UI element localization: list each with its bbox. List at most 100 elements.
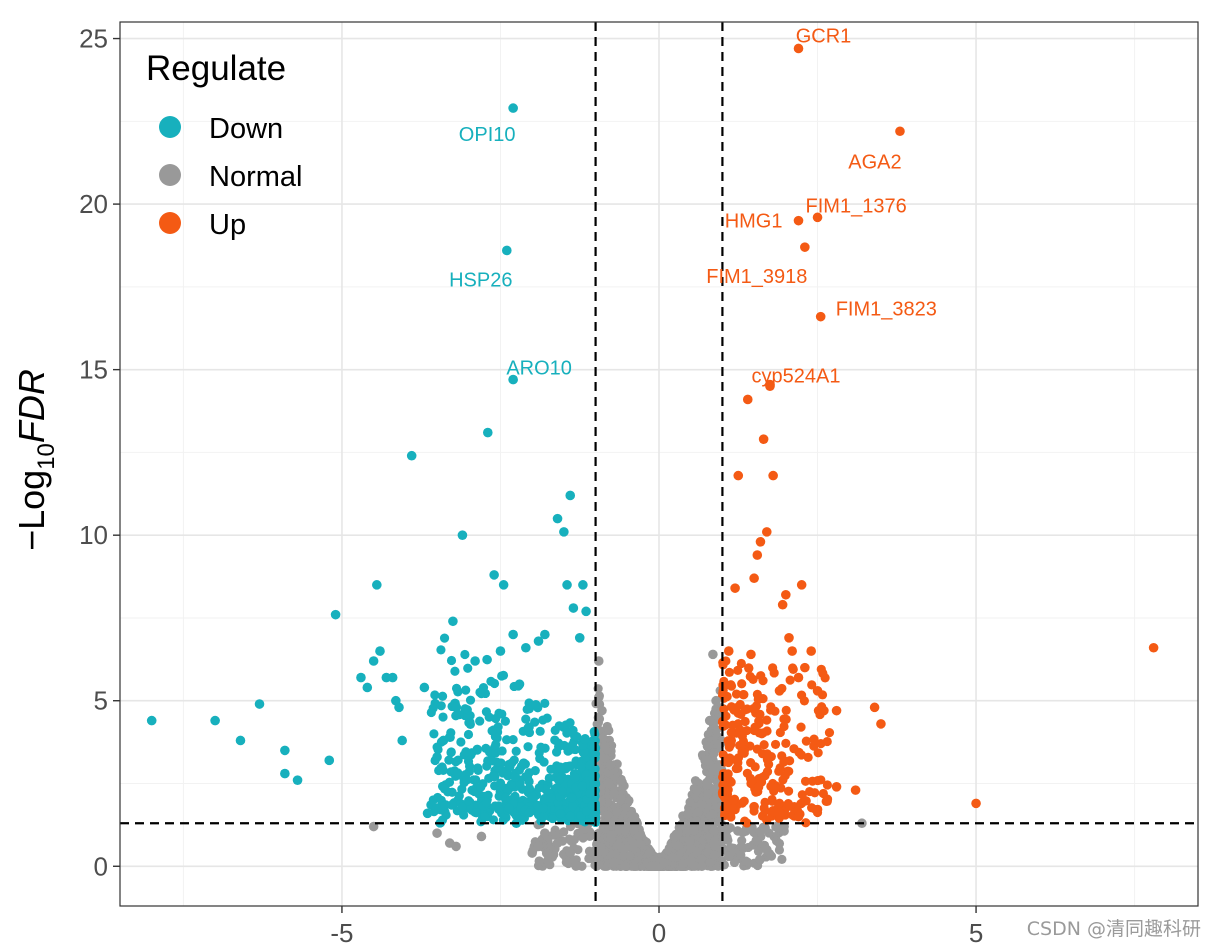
point-down [473,763,483,773]
point-up [738,736,749,746]
annotated-point [765,379,775,390]
point-normal [725,842,736,853]
point-up [1148,642,1159,653]
point-down [356,672,366,683]
gene-label: HMG1 [725,211,783,233]
point-normal [646,861,656,871]
point-up [807,680,817,690]
point-normal [753,846,764,856]
point-down [524,722,534,733]
point-down [521,714,531,724]
point-up [737,679,747,689]
point-down [439,784,450,794]
point-down [555,809,566,819]
gene-label: AGA2 [848,151,901,173]
point-up [813,748,823,758]
point-up [831,705,842,716]
point-normal [760,824,770,834]
point-up [742,818,752,828]
point-down [461,685,471,695]
point-normal [709,850,720,860]
point-up [781,589,791,600]
point-up [746,649,756,660]
point-down [434,765,444,776]
y-label-italic: FDR [11,369,52,443]
point-down [446,655,457,666]
point-normal [693,807,703,817]
point-normal [540,828,550,838]
gene-label: OPI10 [459,124,516,146]
point-normal [673,840,683,851]
point-down [577,781,587,791]
point-normal [600,742,610,752]
y-tick-label: 5 [94,686,108,716]
point-down [567,801,578,811]
point-down [559,527,569,537]
point-normal [559,827,569,837]
point-down [565,718,575,728]
point-up [780,771,790,781]
point-up [809,741,819,751]
point-down [488,771,499,782]
point-normal [729,857,740,868]
point-normal [625,851,635,861]
point-up [793,672,804,683]
point-up [774,685,785,696]
y-tick-label: 10 [79,520,108,550]
point-up [729,705,739,715]
point-up [751,787,761,797]
point-normal [604,725,614,736]
point-down [429,729,439,739]
point-up [759,740,769,750]
point-down [539,757,549,767]
point-down [540,698,550,708]
point-normal [692,847,702,857]
point-down [437,691,448,701]
point-down [555,763,565,773]
point-down [406,450,417,461]
point-up [971,798,981,809]
point-up [812,685,823,696]
point-down [507,758,517,768]
point-down [568,603,579,613]
point-up [730,583,740,593]
point-down [494,804,504,815]
point-normal [534,856,544,867]
point-up [816,775,826,785]
point-up [775,763,785,773]
point-up [812,807,823,818]
point-normal [629,861,639,871]
point-down [470,656,480,666]
point-down [576,761,586,772]
point-down [487,756,497,766]
point-down [431,803,442,813]
point-up [728,720,738,730]
point-down [451,702,461,713]
y-tick-label: 20 [79,189,108,219]
point-down [580,734,590,745]
gene-label: FIM1_3918 [706,266,807,288]
point-up [758,675,768,686]
point-down [574,633,585,643]
y-tick-label: 0 [94,851,108,881]
point-up [777,599,788,610]
annotated-point [812,212,823,223]
point-down [440,800,450,811]
point-down [531,699,541,710]
point-down [448,616,458,627]
point-up [756,777,766,787]
point-up [787,646,797,656]
gene-label: GCR1 [796,25,852,47]
point-up [768,470,778,481]
point-normal [702,777,712,787]
point-down [540,629,550,640]
annotated-point [502,245,512,256]
point-down [446,747,456,758]
point-up [757,729,767,739]
point-down [438,712,448,722]
point-up [740,705,750,715]
point-up [749,573,759,584]
point-up [774,808,785,819]
point-down [368,656,379,666]
point-normal [712,761,723,771]
